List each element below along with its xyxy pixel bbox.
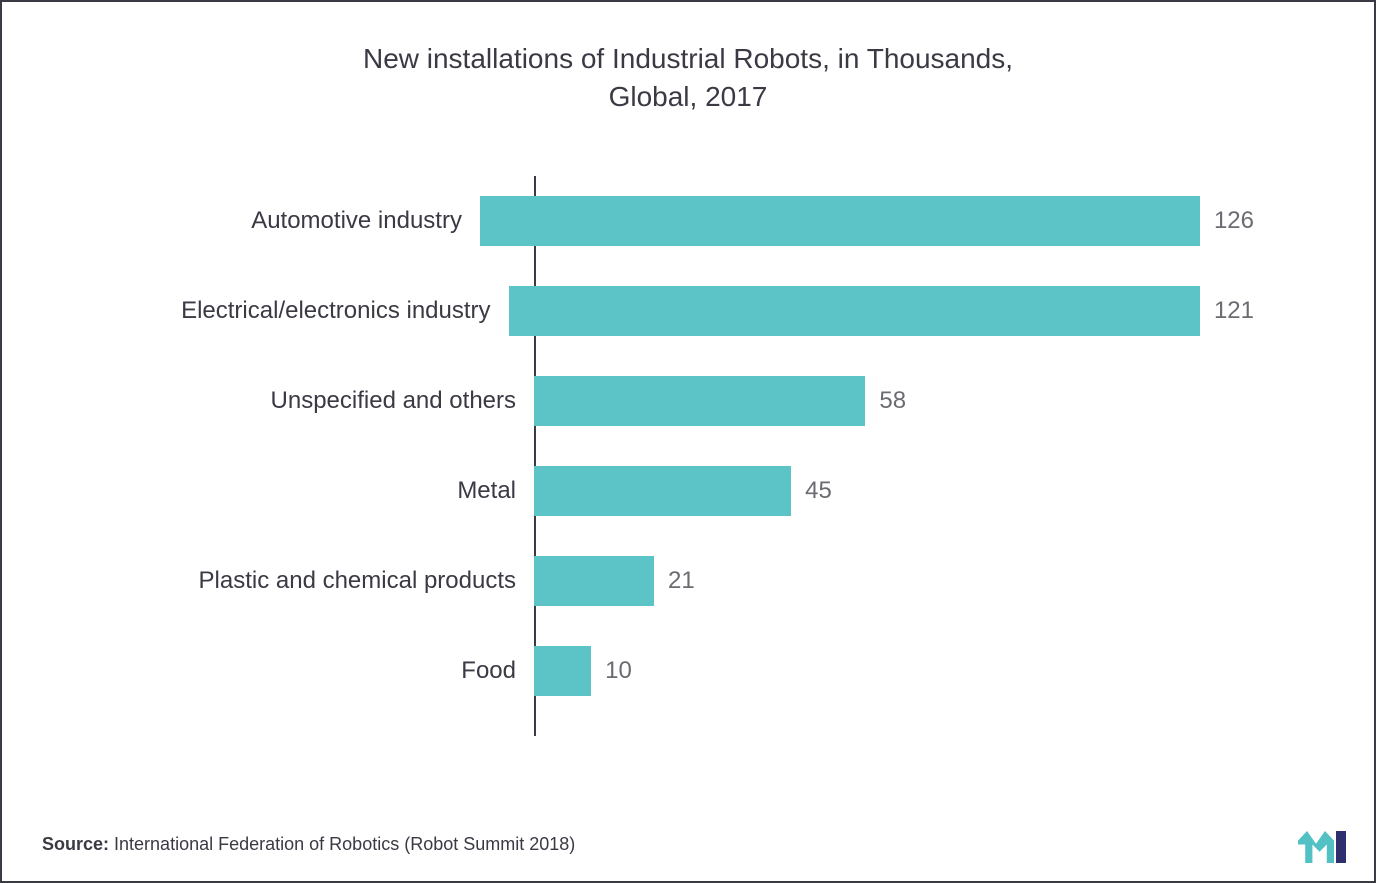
value-label: 121 [1214, 297, 1254, 325]
value-label: 45 [805, 477, 832, 505]
chart-title: New installations of Industrial Robots, … [42, 40, 1334, 116]
logo-bar-icon [1336, 831, 1346, 863]
category-label: Automotive industry [122, 207, 480, 235]
bar-wrap: 21 [534, 556, 1254, 606]
source-citation: Source: International Federation of Robo… [42, 834, 575, 855]
bar-row: Electrical/electronics industry 121 [122, 286, 1254, 336]
category-label: Unspecified and others [122, 387, 534, 415]
source-prefix: Source: [42, 834, 114, 854]
bar-rows: Automotive industry 126 Electrical/electro… [122, 196, 1254, 696]
chart-title-line2: Global, 2017 [609, 81, 768, 112]
value-label: 10 [605, 657, 632, 685]
bar-wrap: 58 [534, 376, 1254, 426]
chart-title-line1: New installations of Industrial Robots, … [363, 43, 1013, 74]
bar-row: Automotive industry 126 [122, 196, 1254, 246]
bar-row: Plastic and chemical products 21 [122, 556, 1254, 606]
value-label: 21 [668, 567, 695, 595]
category-label: Food [122, 657, 534, 685]
value-label: 126 [1214, 207, 1254, 235]
bar-wrap: 121 [509, 286, 1254, 336]
category-label: Plastic and chemical products [122, 567, 534, 595]
category-label: Metal [122, 477, 534, 505]
bar [534, 466, 791, 516]
bar [534, 376, 865, 426]
value-label: 58 [879, 387, 906, 415]
bar [509, 286, 1200, 336]
chart-plot-area: Automotive industry 126 Electrical/electro… [122, 176, 1254, 736]
bar-wrap: 45 [534, 466, 1254, 516]
bar-row: Unspecified and others 58 [122, 376, 1254, 426]
brand-logo [1298, 829, 1350, 863]
logo-mark-icon [1298, 831, 1334, 863]
bar-row: Food 10 [122, 646, 1254, 696]
bar [534, 646, 591, 696]
bar-wrap: 126 [480, 196, 1254, 246]
bar [534, 556, 654, 606]
bar-row: Metal 45 [122, 466, 1254, 516]
chart-container: New installations of Industrial Robots, … [0, 0, 1376, 883]
bar-wrap: 10 [534, 646, 1254, 696]
category-label: Electrical/electronics industry [122, 297, 509, 325]
source-text: International Federation of Robotics (Ro… [114, 834, 575, 854]
bar [480, 196, 1200, 246]
